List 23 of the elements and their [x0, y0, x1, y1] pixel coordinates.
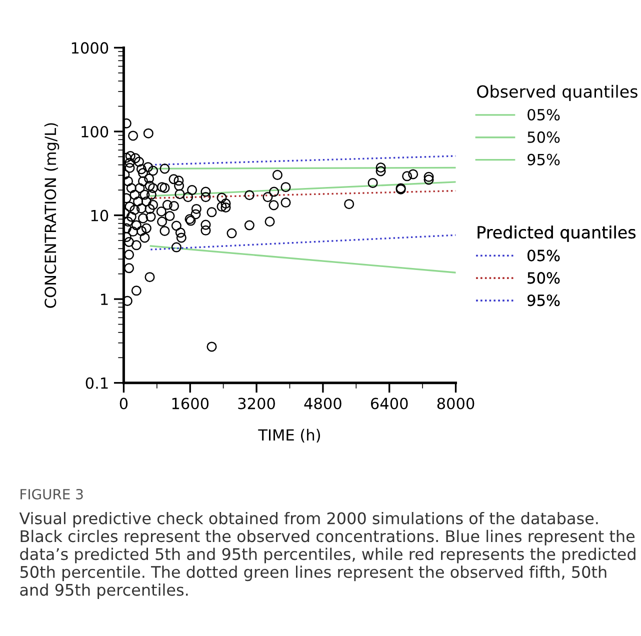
y-tick-label: 10 — [91, 210, 108, 222]
legend-label: 95% — [528, 154, 560, 166]
legend-label: 50% — [528, 272, 560, 284]
text: Predicted quantiles — [478, 226, 636, 242]
y-tick-label: 0.1 — [86, 377, 108, 389]
legend-label: 95% — [528, 294, 560, 306]
caption: FIGURE 3 — [20, 488, 83, 500]
y-tick-label: 1000 — [72, 42, 108, 54]
y-tick-label: 100 — [82, 126, 108, 138]
x-tick-label: 8000 — [437, 398, 474, 410]
x-tick-label: 4800 — [304, 398, 342, 410]
legend-label: 05% — [528, 108, 560, 121]
x-tick-label: 1600 — [172, 398, 209, 410]
x-tick-label: 0 — [120, 398, 128, 410]
x-tick-label: 3200 — [238, 398, 275, 410]
x-tick-label: 6400 — [370, 398, 408, 410]
legend-label: 50% — [528, 131, 560, 143]
legend-label: 05% — [528, 250, 560, 262]
x-axis-title: TIME (h) — [258, 428, 320, 443]
text: Visual predictive check obtained from 2000 simulations of the database. Black circles represent the observed concentrations. Blue lines represent the data’s predicted 5th and 95th percentiles, while red represents the predicted 50th percentile. The dotted green lines represent the observed fifth, 50th and 95th percentiles. — [19, 512, 636, 599]
y-tick-label: 1 — [101, 294, 108, 305]
text: Observed quantiles — [477, 84, 638, 102]
y-axis-title: CONCENTRATION (mg/L) — [44, 123, 60, 308]
